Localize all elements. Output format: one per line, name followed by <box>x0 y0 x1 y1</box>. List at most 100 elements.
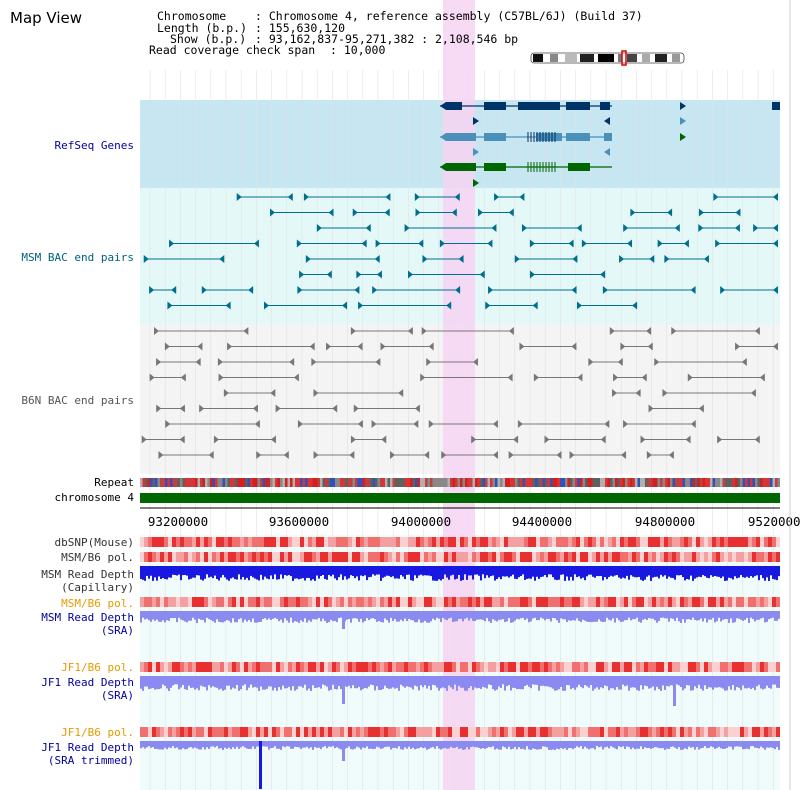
track-label-msm-depth-cap-sub: (Capillary) <box>61 581 134 594</box>
bac-end <box>287 193 293 201</box>
bac-end <box>420 373 426 382</box>
track-label-refseq-genes: RefSeq Genes <box>55 139 134 152</box>
depth-bar <box>264 676 266 690</box>
polymorphism-cell <box>740 727 744 737</box>
repeat-segment <box>167 478 170 487</box>
depth-bar <box>454 741 456 748</box>
depth-bar <box>304 611 306 619</box>
depth-bar <box>408 611 410 619</box>
depth-bar <box>388 741 390 747</box>
polymorphism-cell <box>724 727 728 737</box>
depth-bar <box>606 676 608 687</box>
depth-bar <box>414 611 416 623</box>
depth-bar <box>220 566 222 578</box>
chromosome-bar <box>140 493 780 503</box>
bac-end <box>316 224 322 232</box>
depth-bar <box>496 566 498 580</box>
depth-bar <box>152 741 154 748</box>
polymorphism-cell <box>556 727 560 737</box>
depth-bar <box>616 611 618 618</box>
depth-bar <box>328 741 330 747</box>
polymorphism-cell <box>348 537 352 547</box>
repeat-segment <box>147 478 150 487</box>
depth-bar <box>416 611 418 623</box>
polymorphism-cell <box>448 552 452 562</box>
depth-bar <box>600 566 602 576</box>
bac-end <box>494 193 500 201</box>
axis-tick-label: 95200000 <box>748 514 800 529</box>
polymorphism-cell <box>556 597 560 607</box>
depth-bar <box>296 566 298 579</box>
depth-bar <box>440 741 442 750</box>
depth-bar <box>270 566 272 576</box>
polymorphism-cell <box>772 727 776 737</box>
depth-bar <box>254 741 256 749</box>
depth-bar <box>276 676 278 691</box>
depth-bar <box>256 611 258 623</box>
depth-bar <box>520 566 522 577</box>
polymorphism-cell <box>484 537 488 547</box>
polymorphism-cell <box>532 727 536 737</box>
depth-bar <box>448 676 450 686</box>
msm-bac-track[interactable] <box>143 193 778 310</box>
depth-bar <box>334 611 336 621</box>
gene-row-2-exon <box>604 133 612 141</box>
depth-bar <box>554 741 556 750</box>
polymorphism-cell <box>384 597 388 607</box>
polymorphism-cell <box>596 662 600 672</box>
polymorphism-cell <box>720 552 724 562</box>
depth-bar <box>714 741 716 749</box>
polymorphism-cell <box>756 597 760 607</box>
depth-bar <box>290 566 292 577</box>
repeat-segment <box>300 478 303 487</box>
depth-bar <box>148 566 150 579</box>
chromosome-ideogram[interactable] <box>530 50 685 66</box>
depth-bar <box>668 566 670 577</box>
repeat-segment <box>340 478 343 487</box>
polymorphism-cell <box>236 552 240 562</box>
bac-end <box>297 286 303 294</box>
bac-end <box>407 327 413 335</box>
depth-bar <box>202 741 204 748</box>
repeat-segment <box>670 478 673 487</box>
polymorphism-cell <box>456 537 460 547</box>
depth-bar <box>336 611 338 623</box>
polymorphism-cell <box>504 537 508 547</box>
depth-bar <box>680 741 682 750</box>
depth-bar <box>760 676 762 689</box>
depth-bar <box>242 676 244 686</box>
depth-bar <box>158 676 160 690</box>
polymorphism-cell <box>204 537 208 547</box>
bac-end <box>384 208 390 217</box>
depth-bar <box>480 676 482 689</box>
depth-bar <box>314 676 316 688</box>
depth-bar <box>402 741 404 750</box>
depth-bar <box>340 566 342 575</box>
polymorphism-cell <box>624 597 628 607</box>
depth-bar <box>160 676 162 689</box>
depth-bar <box>632 741 634 748</box>
depth-bar <box>616 741 618 750</box>
b6n-bac-track[interactable] <box>141 327 778 459</box>
depth-bar <box>700 676 702 689</box>
depth-bar <box>644 741 646 748</box>
polymorphism-cell <box>228 662 232 672</box>
depth-bar <box>470 676 472 687</box>
polymorphism-cell <box>492 597 496 607</box>
refseq-genes-track[interactable] <box>440 102 780 187</box>
depth-bar <box>302 676 304 688</box>
polymorphism-cell <box>456 597 460 607</box>
track-label-repeat: Repeat <box>94 476 134 489</box>
polymorphism-cell <box>624 727 628 737</box>
depth-bar <box>508 741 510 747</box>
depth-bar <box>634 741 636 750</box>
depth-bar <box>488 566 490 578</box>
depth-bar <box>282 611 284 623</box>
depth-bar <box>776 741 778 748</box>
depth-bar <box>552 566 554 578</box>
repeat-segment <box>375 478 378 487</box>
depth-bar <box>308 566 310 578</box>
depth-bar <box>174 611 176 619</box>
depth-bar <box>686 611 688 620</box>
